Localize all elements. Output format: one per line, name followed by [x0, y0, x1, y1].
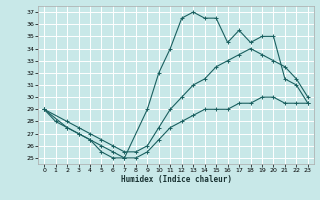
X-axis label: Humidex (Indice chaleur): Humidex (Indice chaleur) [121, 175, 231, 184]
